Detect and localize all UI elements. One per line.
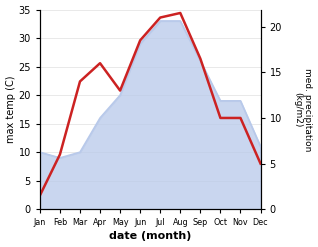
Y-axis label: max temp (C): max temp (C) [5, 76, 16, 143]
X-axis label: date (month): date (month) [109, 231, 191, 242]
Y-axis label: med. precipitation
(kg/m2): med. precipitation (kg/m2) [293, 68, 313, 151]
